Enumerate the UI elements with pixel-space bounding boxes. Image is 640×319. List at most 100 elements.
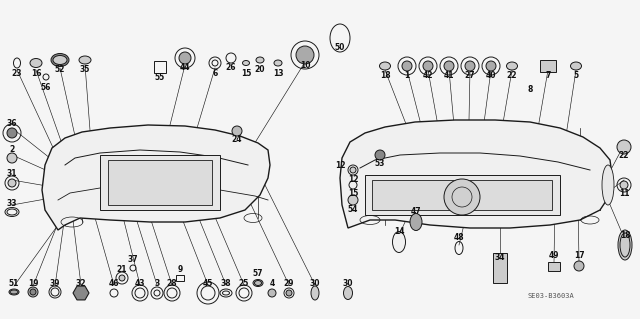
Circle shape [465,61,475,71]
Ellipse shape [256,57,264,63]
Ellipse shape [253,279,263,286]
Text: 12: 12 [348,174,358,183]
Ellipse shape [30,58,42,68]
Ellipse shape [344,286,353,300]
Text: 48: 48 [454,234,464,242]
Text: 18: 18 [620,231,630,240]
Text: 38: 38 [221,279,231,288]
Circle shape [574,261,584,271]
Ellipse shape [570,62,582,70]
Polygon shape [73,286,89,300]
Text: 54: 54 [348,204,358,213]
Text: 14: 14 [394,227,404,236]
Ellipse shape [311,286,319,300]
Text: 23: 23 [12,69,22,78]
Ellipse shape [53,56,67,64]
Text: 39: 39 [50,278,60,287]
Text: 10: 10 [300,61,310,70]
Ellipse shape [9,289,19,295]
Ellipse shape [392,232,406,253]
Polygon shape [340,120,612,228]
Text: 51: 51 [9,278,19,287]
Polygon shape [100,155,220,210]
Text: 47: 47 [411,207,421,217]
Circle shape [348,195,358,205]
Ellipse shape [79,56,91,64]
Text: 21: 21 [116,264,127,273]
Bar [176,275,184,281]
Text: 12: 12 [335,160,345,169]
Circle shape [268,289,276,297]
Bar [540,60,556,72]
Text: 32: 32 [76,279,86,288]
Text: 4: 4 [269,279,275,288]
Text: 26: 26 [226,63,236,72]
Text: 13: 13 [273,69,284,78]
Circle shape [402,61,412,71]
Text: 5: 5 [573,71,579,80]
Text: 16: 16 [31,69,41,78]
Ellipse shape [10,290,18,294]
Circle shape [7,128,17,138]
Circle shape [444,61,454,71]
Text: 57: 57 [253,270,263,278]
Text: 27: 27 [465,71,476,80]
Text: 55: 55 [155,72,165,81]
Bar [548,262,560,271]
Text: 50: 50 [335,43,345,53]
Ellipse shape [410,213,422,231]
Text: 52: 52 [55,65,65,75]
Text: 15: 15 [241,69,251,78]
Circle shape [296,46,314,64]
Text: 6: 6 [212,69,218,78]
Circle shape [179,52,191,64]
Text: 1: 1 [404,71,410,80]
Ellipse shape [602,165,614,205]
Polygon shape [372,180,552,210]
Text: 22: 22 [507,71,517,80]
Circle shape [7,153,17,163]
Polygon shape [365,175,560,215]
Text: 49: 49 [548,251,559,261]
Text: 18: 18 [380,71,390,80]
Circle shape [232,126,242,136]
Text: 36: 36 [7,120,17,129]
Text: 33: 33 [7,198,17,207]
Text: 45: 45 [203,279,213,288]
Bar [493,253,507,283]
Bar [154,61,166,73]
Ellipse shape [243,61,250,65]
Text: 7: 7 [545,71,550,80]
Circle shape [617,140,631,154]
Text: 37: 37 [128,255,138,263]
Ellipse shape [274,60,282,66]
Text: 44: 44 [180,63,190,72]
Ellipse shape [506,62,518,70]
Text: 22: 22 [619,152,629,160]
Circle shape [286,290,292,296]
Circle shape [375,150,385,160]
Circle shape [8,179,16,187]
Ellipse shape [380,62,390,70]
Circle shape [28,287,38,297]
Text: 42: 42 [423,71,433,80]
Text: 56: 56 [41,83,51,92]
Text: 34: 34 [495,254,505,263]
Text: 29: 29 [284,279,294,288]
Circle shape [119,275,125,281]
Text: 19: 19 [28,278,38,287]
Text: 11: 11 [619,189,629,198]
Text: 25: 25 [239,279,249,288]
Text: 15: 15 [348,189,358,198]
Text: 30: 30 [310,279,320,288]
Text: 53: 53 [375,160,385,168]
Text: 35: 35 [80,65,90,75]
Circle shape [350,167,356,173]
Text: 46: 46 [109,279,119,288]
Text: 3: 3 [154,279,159,288]
Circle shape [423,61,433,71]
Circle shape [444,179,480,215]
Text: 20: 20 [255,65,265,75]
Circle shape [486,61,496,71]
Circle shape [620,181,628,189]
